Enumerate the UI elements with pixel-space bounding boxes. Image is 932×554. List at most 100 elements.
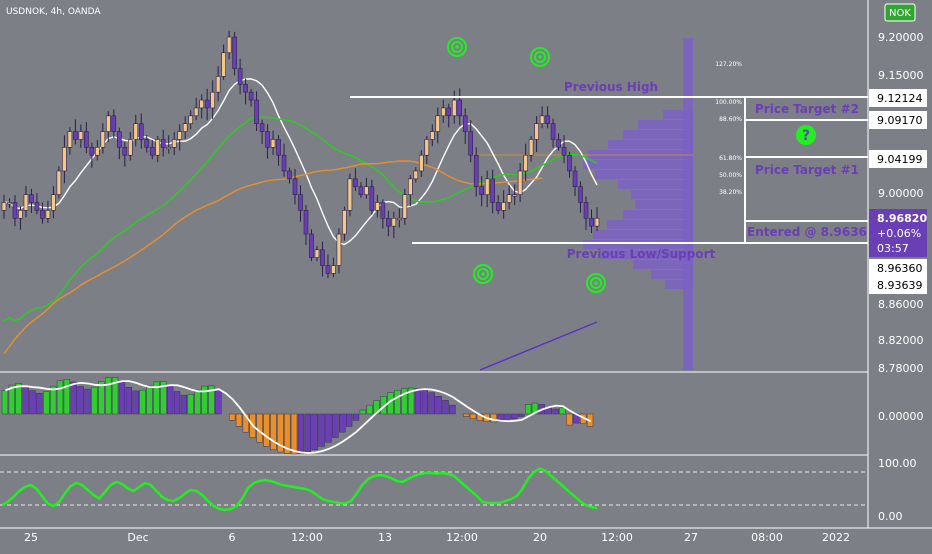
candle[interactable] <box>281 143 287 177</box>
candle[interactable] <box>144 135 150 153</box>
candle[interactable] <box>270 130 276 155</box>
candle[interactable] <box>303 205 309 246</box>
candle[interactable] <box>364 177 369 199</box>
candle[interactable] <box>550 118 556 148</box>
candles[interactable] <box>1 30 600 278</box>
candle[interactable] <box>56 166 62 199</box>
candle[interactable] <box>29 188 34 214</box>
price-label-box[interactable]: 8.93639 <box>869 276 927 294</box>
candle[interactable] <box>160 129 166 157</box>
candle[interactable] <box>320 241 325 277</box>
candle[interactable] <box>402 188 408 225</box>
candle[interactable] <box>34 193 40 215</box>
candle[interactable] <box>567 151 572 178</box>
level-lines[interactable] <box>350 96 868 244</box>
candle[interactable] <box>347 173 353 217</box>
candle[interactable] <box>336 228 342 274</box>
candle[interactable] <box>166 135 172 154</box>
candle[interactable] <box>199 94 204 119</box>
candle[interactable] <box>353 168 358 192</box>
candle[interactable] <box>457 88 463 126</box>
candle[interactable] <box>424 136 430 165</box>
candle[interactable] <box>193 97 199 121</box>
candle[interactable] <box>342 206 347 241</box>
candle[interactable] <box>386 210 391 237</box>
candle[interactable] <box>138 113 144 149</box>
candle[interactable] <box>506 185 512 210</box>
candle[interactable] <box>133 114 139 147</box>
candle[interactable] <box>40 202 45 224</box>
candle[interactable] <box>556 133 561 151</box>
candle[interactable] <box>67 127 73 155</box>
candle[interactable] <box>254 91 259 132</box>
candle[interactable] <box>331 257 336 278</box>
candle[interactable] <box>221 44 226 80</box>
candle[interactable] <box>479 176 484 207</box>
candle[interactable] <box>265 124 270 159</box>
candle[interactable] <box>495 195 501 215</box>
price-label-box[interactable]: 9.09170 <box>869 111 927 129</box>
candle[interactable] <box>259 119 265 145</box>
candle[interactable] <box>501 190 506 219</box>
candle[interactable] <box>539 106 545 129</box>
candle[interactable] <box>298 185 303 222</box>
candle[interactable] <box>446 103 452 128</box>
candle[interactable] <box>155 135 161 163</box>
candle[interactable] <box>177 124 183 151</box>
candle[interactable] <box>309 229 314 262</box>
price-label-box[interactable]: 9.12124 <box>869 89 927 107</box>
candle[interactable] <box>276 135 281 166</box>
candle[interactable] <box>391 211 397 239</box>
current-price-block[interactable]: 8.96820 +0.06% 03:57 <box>869 209 927 257</box>
candle[interactable] <box>380 199 386 229</box>
candle[interactable] <box>408 174 413 207</box>
candle[interactable] <box>232 31 237 76</box>
candle[interactable] <box>84 122 89 154</box>
candle[interactable] <box>89 142 95 168</box>
candle[interactable] <box>429 124 435 147</box>
candle[interactable] <box>517 163 523 202</box>
candle[interactable] <box>45 200 51 223</box>
candle[interactable] <box>523 143 528 181</box>
candle[interactable] <box>188 110 193 130</box>
candle[interactable] <box>572 166 578 197</box>
candle[interactable] <box>545 106 550 129</box>
candle[interactable] <box>468 120 474 163</box>
candle[interactable] <box>106 111 111 143</box>
candle[interactable] <box>127 131 133 161</box>
time-axis[interactable]: 25 Dec 6 12:00 13 12:00 20 12:00 27 08:00 2022 <box>24 531 850 544</box>
candle[interactable] <box>226 30 232 60</box>
candle[interactable] <box>314 245 320 262</box>
candle[interactable] <box>182 116 188 139</box>
currency-badge[interactable] <box>884 3 916 22</box>
candle[interactable] <box>358 182 364 198</box>
candle[interactable] <box>534 116 539 152</box>
candle[interactable] <box>397 208 402 228</box>
candle[interactable] <box>462 108 468 144</box>
candle[interactable] <box>248 88 254 107</box>
candle[interactable] <box>51 186 56 219</box>
candle[interactable] <box>204 88 210 121</box>
candle[interactable] <box>369 179 375 215</box>
candle[interactable] <box>100 123 106 154</box>
candle[interactable] <box>215 66 221 102</box>
candle[interactable] <box>287 167 292 184</box>
candle[interactable] <box>171 132 177 156</box>
candle[interactable] <box>122 141 128 167</box>
candle[interactable] <box>117 127 122 160</box>
candle[interactable] <box>73 119 78 145</box>
candle[interactable] <box>1 194 7 219</box>
candle[interactable] <box>18 206 23 230</box>
candle[interactable] <box>413 167 419 183</box>
candle[interactable] <box>243 78 248 105</box>
price-axis[interactable]: 9.20000 9.15000 9.00000 8.86000 8.82000 8.780… <box>869 31 927 375</box>
candle[interactable] <box>292 169 298 205</box>
candle[interactable] <box>375 194 380 218</box>
candle[interactable] <box>7 198 12 208</box>
candle[interactable] <box>484 170 490 208</box>
candle[interactable] <box>12 195 18 227</box>
candle[interactable] <box>594 207 600 231</box>
candle[interactable] <box>111 109 117 139</box>
